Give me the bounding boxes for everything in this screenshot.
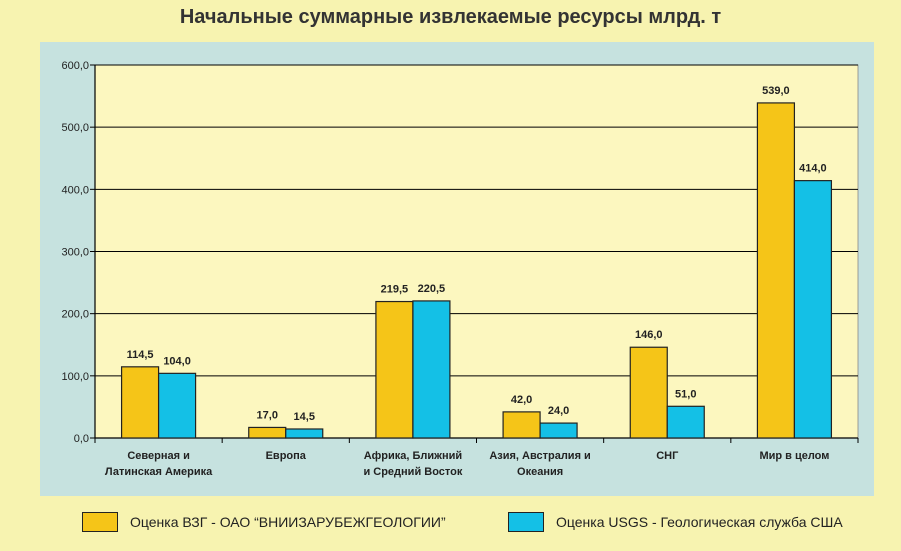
data-label-series2: 104,0 <box>163 355 191 367</box>
y-tick-label: 400,0 <box>61 184 89 196</box>
x-tick-label: Азия, Австралия и <box>489 450 590 462</box>
legend-label-series1: Оценка ВЗГ - ОАО “ВНИИЗАРУБЕЖГЕОЛОГИИ” <box>130 514 446 530</box>
bar-series1 <box>375 300 414 439</box>
bar-series1 <box>629 346 668 439</box>
data-label-series1: 146,0 <box>635 329 663 341</box>
x-tick-label: Северная и <box>127 450 190 462</box>
data-label-series2: 24,0 <box>548 405 569 417</box>
bar-series2 <box>412 300 451 439</box>
chart-title: Начальные суммарные извлекаемые ресурсы … <box>179 6 722 28</box>
data-label-series1: 539,0 <box>762 85 790 97</box>
x-tick-label: СНГ <box>656 450 679 462</box>
data-label-series1: 219,5 <box>381 284 409 296</box>
y-tick-label: 0,0 <box>74 433 89 445</box>
bar-chart: 0,0 100,0 200,0 300,0 400,0 500,0 600,0 114,5 10… <box>61 60 859 478</box>
data-label-series1: 42,0 <box>511 394 532 406</box>
x-tick-label: Африка, Ближний <box>364 450 462 462</box>
data-label-series1: 114,5 <box>127 349 154 361</box>
y-tick-label: 100,0 <box>61 371 89 383</box>
legend: Оценка ВЗГ - ОАО “ВНИИЗАРУБЕЖГЕОЛОГИИ” О… <box>0 506 901 540</box>
bar-series2 <box>157 372 197 439</box>
y-tick-label: 500,0 <box>61 122 89 134</box>
bar-series1 <box>120 366 160 439</box>
bar-series2 <box>285 428 324 439</box>
legend-item-series1: Оценка ВЗГ - ОАО “ВНИИЗАРУБЕЖГЕОЛОГИИ” <box>82 512 446 532</box>
y-tick-label: 600,0 <box>61 60 89 72</box>
bar-series1 <box>248 426 287 439</box>
y-tick-label: 300,0 <box>61 247 89 259</box>
x-tick-label: Европа <box>266 450 307 462</box>
data-label-series2: 414,0 <box>799 163 827 175</box>
data-label-series1: 17,0 <box>257 409 278 421</box>
bar-series2 <box>793 180 833 439</box>
data-label-series2: 220,5 <box>418 283 446 295</box>
data-label-series2: 51,0 <box>675 388 696 400</box>
data-label-series2: 14,5 <box>294 411 315 423</box>
bar-series2 <box>539 422 578 439</box>
x-tick-label: Океания <box>517 466 563 478</box>
legend-label-series2: Оценка USGS - Геологическая служба США <box>556 514 843 530</box>
x-tick-label: Мир в целом <box>759 450 829 462</box>
legend-swatch-series2 <box>508 512 544 532</box>
legend-item-series2: Оценка USGS - Геологическая служба США <box>508 512 843 532</box>
y-tick-label: 200,0 <box>61 309 89 321</box>
bar-series1 <box>502 411 541 439</box>
bar-series2 <box>666 405 705 439</box>
bar-series1 <box>756 102 796 439</box>
legend-swatch-series1 <box>82 512 118 532</box>
x-tick-label: и Средний Восток <box>363 466 462 478</box>
x-tick-label: Латинская Америка <box>105 466 213 478</box>
